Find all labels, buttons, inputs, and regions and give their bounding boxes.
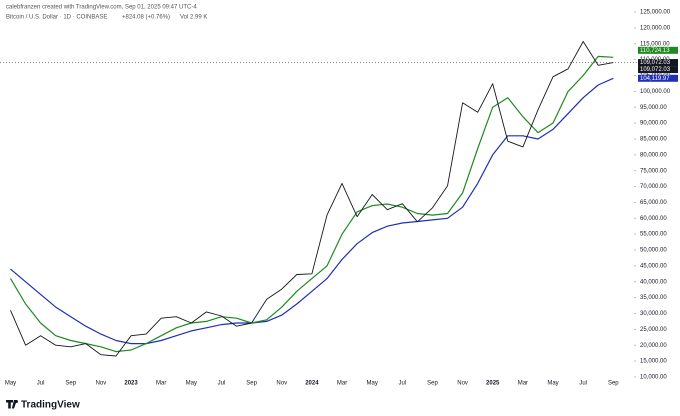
x-tick-label: Sep	[608, 381, 619, 387]
x-tick-label: Sep	[427, 381, 438, 387]
price-badge-label: 104,119.97	[640, 76, 670, 82]
y-tick-label: 75,000.00	[640, 168, 667, 174]
y-tick-label: 80,000.00	[640, 152, 667, 158]
price-badge-label: 109,072.03	[640, 60, 671, 66]
x-tick-label: May	[547, 381, 558, 387]
x-tick-label: May	[5, 381, 16, 387]
series-line	[9, 55, 614, 353]
volume: Vol 2.99 K	[180, 15, 207, 21]
x-tick-label: Jul	[579, 381, 587, 387]
logo-mark	[6, 400, 17, 409]
x-tick-label: Nov	[276, 381, 287, 387]
x-tick-label: Mar	[156, 381, 166, 387]
logo: TradingView	[6, 400, 80, 411]
y-tick-label: 60,000.00	[640, 216, 667, 222]
y-tick-label: 120,000.00	[640, 25, 671, 31]
y-tick-label: 50,000.00	[640, 248, 667, 254]
x-tick-label: 2025	[486, 381, 500, 387]
x-tick-label: May	[367, 381, 378, 387]
y-tick-label: 55,000.00	[640, 232, 667, 238]
x-tick-label: Nov	[96, 381, 107, 387]
y-tick-label: 20,000.00	[640, 343, 667, 349]
price-badge-label: 109,072.03	[640, 67, 671, 73]
x-tick-label: Jul	[37, 381, 45, 387]
y-tick-label: 65,000.00	[640, 200, 667, 206]
symbol: Bitcoin / U.S. Dollar · 1D · COINBASE	[6, 15, 107, 21]
price-badge-label: 110,724.13	[640, 48, 670, 54]
price-badge	[638, 46, 678, 54]
x-tick-label: Jul	[218, 381, 226, 387]
y-tick-label: 125,000.00	[640, 10, 671, 16]
y-tick-label: 95,000.00	[640, 105, 667, 111]
y-tick-label: 70,000.00	[640, 184, 667, 190]
series-line	[10, 77, 614, 345]
y-tick-label: 10,000.00	[640, 375, 667, 381]
change: +824.08 (+0.76%)	[122, 15, 170, 21]
series-line	[10, 41, 614, 357]
price-badge	[638, 66, 678, 74]
y-tick-label: 115,000.00	[640, 41, 670, 47]
x-tick-label: May	[186, 381, 197, 387]
y-tick-label: 85,000.00	[640, 137, 667, 143]
y-tick-label: 90,000.00	[640, 121, 667, 127]
x-tick-label: Mar	[337, 381, 347, 387]
x-tick-label: Jul	[398, 381, 406, 387]
logo-dot	[15, 400, 18, 403]
x-tick-label: Mar	[518, 381, 528, 387]
x-tick-label: Sep	[65, 381, 76, 387]
y-tick-label: 100,000.00	[640, 89, 671, 95]
y-tick-label: 15,000.00	[640, 359, 667, 365]
x-tick-label: 2023	[124, 381, 138, 387]
price-badge	[638, 59, 678, 67]
price-badge	[638, 74, 678, 82]
x-tick-label: Nov	[457, 381, 468, 387]
x-tick-label: 2024	[305, 381, 319, 387]
y-tick-label: 40,000.00	[640, 279, 667, 285]
header: calebfranzen created with TradingView.co…	[6, 5, 197, 11]
x-tick-label: Sep	[246, 381, 257, 387]
brand: TradingView	[21, 400, 80, 411]
y-tick-label: 25,000.00	[640, 327, 667, 333]
y-tick-label: 35,000.00	[640, 295, 667, 301]
y-tick-label: 45,000.00	[640, 263, 667, 269]
y-tick-label: 30,000.00	[640, 311, 667, 317]
